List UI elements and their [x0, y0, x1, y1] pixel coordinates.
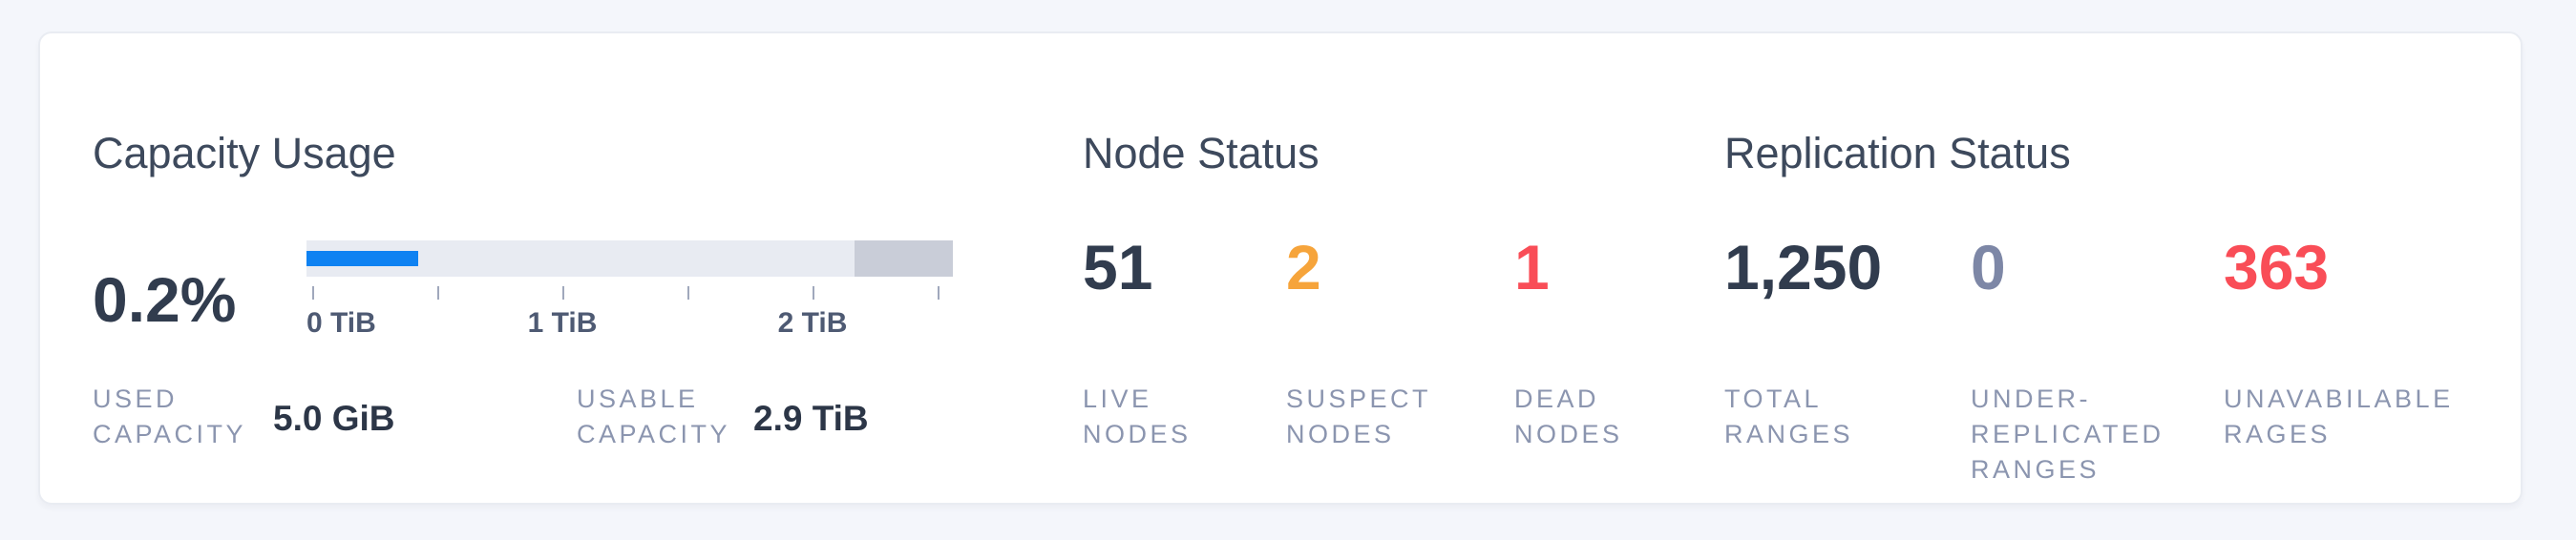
unavailable-ranges-value: 363	[2224, 232, 2330, 302]
total-ranges-label: TOTAL RANGES	[1724, 384, 1854, 448]
dead-nodes-label: DEAD NODES	[1514, 384, 1623, 448]
axis-tick	[687, 286, 689, 300]
total-ranges-value: 1,250	[1724, 232, 1883, 302]
cluster-overview-card: Capacity Usage 0.2% 0 TiB 1 TiB 2 TiB USED…	[38, 31, 2523, 505]
capacity-bar-chart: 0 TiB 1 TiB 2 TiB	[306, 240, 953, 339]
axis-tick	[312, 286, 314, 300]
axis-tick	[938, 286, 940, 300]
capacity-bar-used-fill	[306, 251, 418, 266]
capacity-usage-title: Capacity Usage	[93, 129, 396, 177]
axis-tick	[813, 286, 814, 300]
capacity-axis-ticks	[306, 286, 953, 300]
used-capacity-label: USED CAPACITY	[93, 384, 247, 448]
usable-capacity-label: USABLE CAPACITY	[577, 384, 731, 448]
live-nodes-label: LIVE NODES	[1083, 384, 1192, 448]
dead-nodes-value: 1	[1514, 232, 1550, 302]
capacity-usage-section: Capacity Usage 0.2% 0 TiB 1 TiB 2 TiB USED…	[93, 33, 1047, 503]
replication-status-title: Replication Status	[1724, 129, 2071, 177]
suspect-nodes-label: SUSPECT NODES	[1286, 384, 1432, 448]
unavailable-ranges-label: UNAVABILABLE RAGES	[2224, 384, 2454, 448]
axis-tick-label: 0 TiB	[306, 307, 376, 339]
used-capacity-value: 5.0 GiB	[273, 399, 395, 438]
capacity-used-percent: 0.2%	[93, 264, 237, 335]
under-replicated-ranges-label: UNDER- REPLICATED RANGES	[1971, 384, 2164, 484]
axis-tick-label: 1 TiB	[527, 307, 598, 339]
capacity-axis-labels: 0 TiB 1 TiB 2 TiB	[306, 307, 953, 345]
usable-capacity-value: 2.9 TiB	[753, 399, 869, 438]
node-status-title: Node Status	[1083, 129, 1320, 177]
node-status-section: Node Status 51 LIVE NODES 2 SUSPECT NODE…	[1083, 33, 1694, 503]
axis-tick	[437, 286, 439, 300]
live-nodes-value: 51	[1083, 232, 1153, 302]
axis-tick	[562, 286, 564, 300]
under-replicated-ranges-value: 0	[1971, 232, 2006, 302]
axis-tick-label: 2 TiB	[777, 307, 848, 339]
capacity-bar-track	[306, 240, 953, 277]
suspect-nodes-value: 2	[1286, 232, 1321, 302]
replication-status-section: Replication Status 1,250 TOTAL RANGES 0 …	[1724, 33, 2488, 503]
capacity-bar-reserved-segment	[855, 240, 953, 277]
